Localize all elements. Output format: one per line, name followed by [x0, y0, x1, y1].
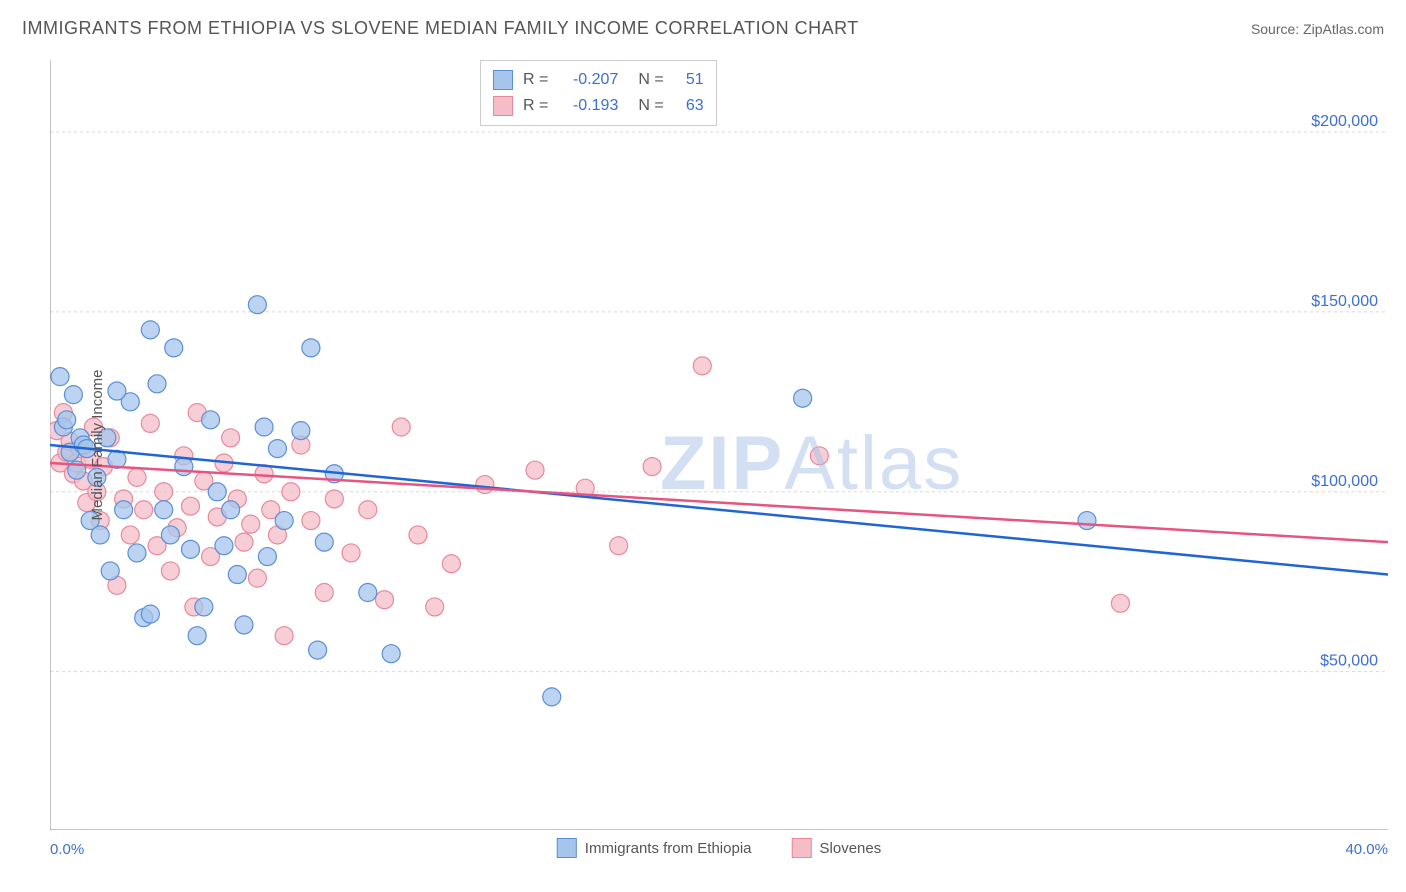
swatch-icon — [493, 96, 513, 116]
watermark: ZIPAtlas — [660, 420, 963, 507]
y-axis-label: Median Family Income — [89, 370, 106, 521]
chart-title: IMMIGRANTS FROM ETHIOPIA VS SLOVENE MEDI… — [22, 18, 859, 39]
svg-text:$200,000: $200,000 — [1311, 113, 1378, 130]
chart-header: IMMIGRANTS FROM ETHIOPIA VS SLOVENE MEDI… — [22, 18, 1384, 39]
correlation-row-slovenes: R = -0.193 N = 63 — [493, 93, 704, 119]
r-label: R = — [523, 97, 548, 115]
svg-text:$50,000: $50,000 — [1320, 653, 1378, 670]
r-value: -0.207 — [548, 71, 618, 89]
r-value: -0.193 — [548, 97, 618, 115]
swatch-icon — [557, 838, 577, 858]
correlation-box: R = -0.207 N = 51 R = -0.193 N = 63 — [480, 60, 717, 126]
n-label: N = — [638, 97, 663, 115]
legend-item-slovenes: Slovenes — [792, 838, 882, 858]
legend-label: Slovenes — [820, 840, 882, 857]
svg-text:$100,000: $100,000 — [1311, 473, 1378, 490]
n-label: N = — [638, 71, 663, 89]
swatch-icon — [792, 838, 812, 858]
legend-item-ethiopia: Immigrants from Ethiopia — [557, 838, 752, 858]
svg-text:$150,000: $150,000 — [1311, 293, 1378, 310]
n-value: 63 — [664, 97, 704, 115]
x-axis-end-label: 40.0% — [1345, 841, 1388, 858]
chart-source: Source: ZipAtlas.com — [1251, 21, 1384, 37]
chart-area: $50,000 $100,000 $150,000 $200,000 Median F… — [50, 60, 1388, 830]
legend-label: Immigrants from Ethiopia — [585, 840, 752, 857]
watermark-light: Atlas — [784, 421, 963, 506]
r-label: R = — [523, 71, 548, 89]
n-value: 51 — [664, 71, 704, 89]
swatch-icon — [493, 70, 513, 90]
watermark-bold: ZIP — [660, 421, 784, 506]
bottom-legend: Immigrants from Ethiopia Slovenes — [557, 838, 881, 858]
x-axis-start-label: 0.0% — [50, 841, 84, 858]
correlation-row-ethiopia: R = -0.207 N = 51 — [493, 67, 704, 93]
